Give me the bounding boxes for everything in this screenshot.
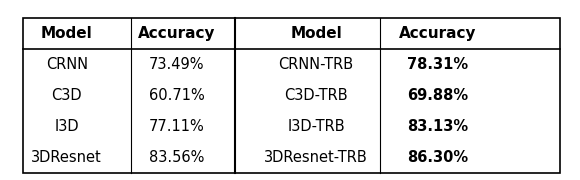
Text: Accuracy: Accuracy bbox=[399, 26, 477, 41]
Text: 73.49%: 73.49% bbox=[149, 57, 205, 72]
Text: C3D-TRB: C3D-TRB bbox=[284, 88, 348, 103]
Text: CRNN-TRB: CRNN-TRB bbox=[278, 57, 354, 72]
Text: 60.71%: 60.71% bbox=[149, 88, 205, 103]
Text: 77.11%: 77.11% bbox=[149, 119, 205, 134]
Text: I3D-TRB: I3D-TRB bbox=[287, 119, 345, 134]
Text: 86.30%: 86.30% bbox=[407, 150, 469, 165]
Text: 3DResnet-TRB: 3DResnet-TRB bbox=[264, 150, 368, 165]
Text: CRNN: CRNN bbox=[46, 57, 88, 72]
Text: 3DResnet: 3DResnet bbox=[31, 150, 102, 165]
Text: C3D: C3D bbox=[52, 88, 82, 103]
Text: Model: Model bbox=[290, 26, 342, 41]
Text: I3D: I3D bbox=[55, 119, 79, 134]
Text: Accuracy: Accuracy bbox=[138, 26, 216, 41]
Text: 69.88%: 69.88% bbox=[407, 88, 469, 103]
Text: Model: Model bbox=[41, 26, 93, 41]
Text: 83.13%: 83.13% bbox=[407, 119, 469, 134]
Text: 83.56%: 83.56% bbox=[149, 150, 205, 165]
Text: 78.31%: 78.31% bbox=[407, 57, 469, 72]
